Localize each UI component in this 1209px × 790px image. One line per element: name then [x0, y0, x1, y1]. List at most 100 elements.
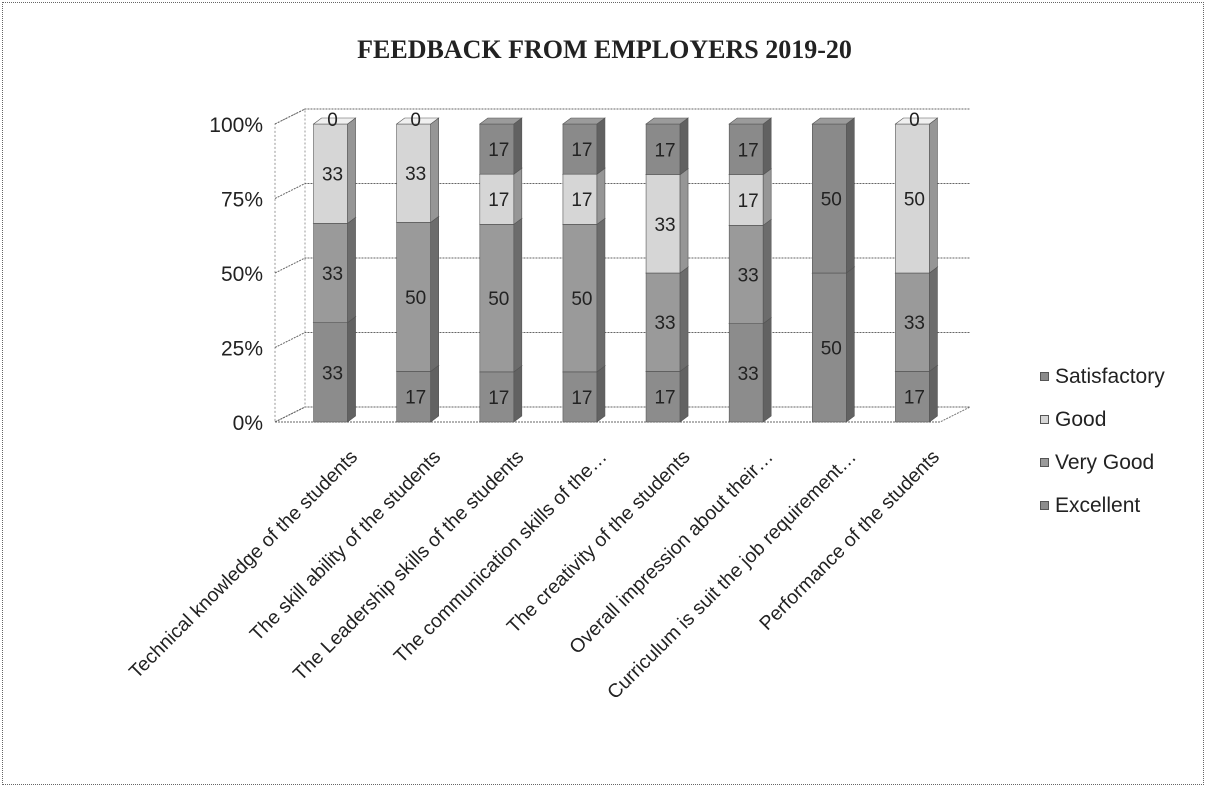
bar-top	[894, 117, 939, 125]
bar-segment: 0	[327, 110, 338, 131]
gridline	[274, 183, 970, 199]
legend-item: Very Good	[1040, 441, 1165, 484]
bar-side	[679, 117, 689, 176]
data-label: 17	[654, 388, 675, 409]
bar-segment: 33	[728, 317, 773, 423]
data-label: 17	[488, 388, 509, 409]
legend-item: Good	[1040, 398, 1165, 441]
bar-segment: 17	[478, 365, 523, 423]
bar-segment: 17	[645, 117, 689, 176]
bar-front	[645, 174, 681, 274]
bar-side	[929, 117, 938, 274]
bar-side	[347, 216, 356, 324]
data-label: 33	[322, 363, 343, 384]
bar-side	[430, 364, 439, 423]
bar-front	[396, 222, 431, 372]
bar-front	[645, 371, 681, 423]
bar-top	[811, 117, 856, 125]
bar-side	[846, 117, 855, 274]
y-axis-ticks: 0% 25% 50% 75% 100%	[209, 114, 263, 435]
bar-side	[347, 117, 356, 224]
bar-segment: 17	[478, 117, 523, 175]
data-label: 50	[488, 289, 509, 310]
bar-segment: 17	[728, 117, 773, 176]
bar-front	[396, 123, 431, 223]
data-label: 17	[571, 140, 592, 161]
bar-side	[929, 266, 938, 372]
bar-segment: 33	[312, 316, 357, 423]
data-label: 17	[405, 388, 426, 409]
bar-front	[396, 371, 431, 423]
data-label: 17	[904, 388, 925, 409]
bar-side	[762, 218, 772, 325]
y-tick-label: 0%	[233, 412, 263, 435]
data-label: 17	[488, 140, 509, 161]
bar-segment: 17	[562, 365, 606, 423]
bar-segment: 33	[395, 117, 440, 223]
bar-side	[679, 364, 689, 423]
data-label: 33	[738, 265, 759, 286]
bar-side	[596, 117, 606, 175]
legend-swatch	[1040, 458, 1049, 467]
bar-segment: 50	[395, 215, 440, 372]
bar-segment: 50	[562, 217, 606, 373]
bar-top	[312, 117, 357, 125]
bar-top	[395, 117, 440, 125]
data-label: 50	[405, 288, 426, 309]
bar-segment: 17	[562, 167, 606, 225]
bar-side	[596, 365, 606, 423]
legend-label: Good	[1055, 407, 1107, 431]
bar-segment: 0	[410, 110, 421, 131]
bar-front	[728, 174, 764, 226]
bar-segment: 17	[395, 364, 440, 423]
data-label: 50	[821, 339, 842, 360]
legend: Satisfactory Good Very Good Excellent	[1040, 355, 1165, 527]
bar-segment: 50	[811, 117, 856, 274]
legend-item: Satisfactory	[1040, 355, 1165, 398]
legend-item: Excellent	[1040, 484, 1165, 527]
bars: 33 33 33 0 17 50 33 0 17 50 17 17 17 50 17 17 17 33 33 17 33…	[312, 110, 939, 423]
bar-side	[430, 215, 439, 372]
bar-front	[895, 272, 930, 372]
data-label: 17	[654, 140, 675, 161]
gridlines	[274, 108, 970, 423]
data-label: 17	[571, 388, 592, 409]
gridline	[274, 332, 970, 348]
y-tick-label: 25%	[221, 338, 263, 361]
data-label: 50	[571, 289, 592, 310]
y-tick-label: 100%	[209, 114, 263, 137]
bar-segment: 17	[894, 364, 939, 423]
bar-segment: 33	[645, 266, 689, 372]
bar-side	[347, 316, 356, 423]
legend-label: Excellent	[1055, 493, 1141, 517]
bar-top	[562, 117, 606, 125]
bar-front	[479, 173, 515, 225]
floor	[274, 406, 971, 423]
bar-front	[479, 224, 515, 373]
bar-front	[812, 123, 847, 274]
legend-label: Very Good	[1055, 450, 1155, 474]
gridline	[274, 406, 970, 423]
data-label: 33	[322, 264, 343, 285]
bar-front	[479, 123, 515, 175]
chart-walls	[274, 108, 971, 423]
data-label: 17	[488, 190, 509, 211]
bar-front	[812, 272, 847, 423]
data-label: 33	[654, 313, 675, 334]
bar-segment: 33	[645, 168, 689, 274]
bar-segment: 50	[894, 117, 939, 274]
bar-front	[728, 123, 764, 175]
data-label: 33	[405, 164, 426, 185]
data-label: 17	[738, 140, 759, 161]
data-label: 33	[322, 165, 343, 186]
data-label: 33	[904, 313, 925, 334]
bar-front	[562, 224, 598, 373]
bar-side	[679, 168, 689, 274]
gridline	[274, 257, 970, 274]
bar-side	[430, 117, 439, 223]
data-label: 0	[909, 110, 920, 131]
y-tick-label: 75%	[221, 189, 263, 212]
data-label: 50	[821, 190, 842, 211]
